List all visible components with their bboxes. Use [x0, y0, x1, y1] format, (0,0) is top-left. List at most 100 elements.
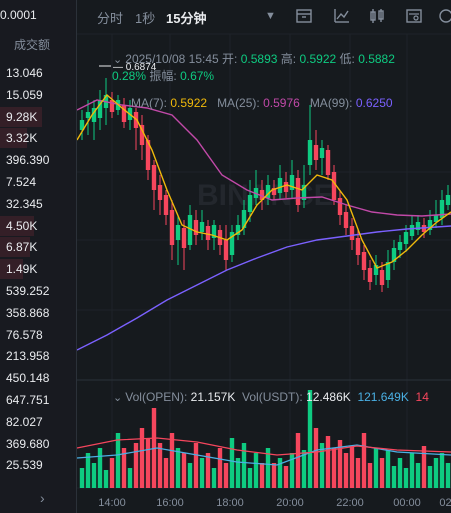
candle-body	[241, 210, 247, 228]
tab-time-sharing[interactable]: 分时	[97, 11, 124, 26]
candle-body	[109, 100, 115, 112]
candlestick-chart[interactable]: BINANCE — 0.6874 14:00 16:00 18:00 20:00 22:00…	[77, 0, 451, 513]
amount-value: 396.390	[6, 153, 50, 168]
amount-value: 15.059	[6, 87, 43, 102]
amount-depth-bar	[0, 259, 23, 280]
kline-chart-area[interactable]: 分时 1秒 15分钟 ▼ BINANCE — 0.6874 14:00 1	[77, 0, 451, 513]
candle-body	[187, 215, 193, 245]
volume-bar	[187, 463, 193, 488]
amount-row: 539.252	[0, 280, 76, 302]
volume-bar	[259, 463, 265, 488]
volume-bar	[427, 466, 433, 488]
vol-ma-line-red	[77, 437, 451, 456]
volume-bar	[157, 443, 163, 488]
candle-body	[415, 222, 421, 230]
volume-bar	[127, 468, 133, 488]
volume-bar	[223, 463, 229, 488]
volume-bar	[403, 468, 409, 488]
volume-bar	[295, 433, 301, 488]
amount-row: 7.524	[0, 171, 76, 193]
candle-body	[391, 248, 397, 262]
volume-bar	[439, 453, 445, 488]
amount-depth-bar	[0, 106, 42, 127]
volume-bar	[103, 470, 109, 488]
kline-amplitude: 0.67%	[180, 69, 215, 83]
kline-low: 0.5882	[358, 52, 395, 66]
amount-value: 539.252	[6, 284, 50, 298]
amount-row: 25.539	[0, 454, 76, 476]
candle-body	[331, 172, 337, 200]
chevron-right-icon[interactable]: ›	[40, 490, 45, 506]
kline-change: 0.28%	[112, 69, 147, 83]
amount-row: 32.345	[0, 193, 76, 215]
ma99-line	[77, 225, 451, 351]
settings-icon[interactable]	[405, 7, 423, 25]
amount-row: 13.046	[0, 62, 76, 84]
candle-body	[379, 270, 385, 285]
volume-bar	[247, 468, 253, 488]
ma7-line	[77, 93, 451, 269]
candle-body	[439, 200, 445, 218]
x-axis-label: 00:00	[393, 497, 421, 509]
candle-body	[91, 108, 97, 122]
tab-1s[interactable]: 1秒	[135, 11, 156, 26]
volume-bar	[355, 458, 361, 488]
volume-bar	[217, 448, 223, 488]
volume-bar	[133, 443, 139, 488]
volume-bar	[121, 448, 127, 488]
amount-row: 6.87K	[0, 236, 76, 258]
amount-row: 396.390	[0, 149, 76, 171]
volume-bar	[169, 433, 175, 488]
volume-bar	[253, 453, 259, 488]
x-axis-label: 02:	[439, 497, 451, 509]
collapse-icon[interactable]: ⌄	[113, 54, 126, 66]
amount-depth-bar	[0, 237, 31, 258]
x-axis-label: 18:00	[216, 497, 244, 509]
ma25-value: 0.5976	[263, 96, 300, 110]
volume-bar	[241, 443, 247, 488]
candle-body	[385, 262, 391, 280]
amount-value: 9.28K	[6, 109, 38, 124]
volume-bar	[271, 463, 277, 488]
line-chart-icon[interactable]	[333, 7, 351, 25]
candle-body	[157, 185, 163, 200]
volume-bar	[397, 458, 403, 488]
max-marker-label: — 0.6874	[113, 62, 157, 73]
candle-body	[427, 220, 433, 230]
caret-down-icon[interactable]: ▼	[265, 10, 276, 22]
candle-body	[409, 225, 415, 236]
vol-usdt-value: 12.486K	[306, 390, 351, 404]
volume-bar	[175, 448, 181, 488]
candle-body	[121, 105, 127, 122]
candle-body	[193, 220, 199, 235]
amount-row: 15.059	[0, 84, 76, 106]
volume-bar	[445, 463, 451, 488]
candle-icon[interactable]	[368, 7, 386, 25]
candle-body	[199, 222, 205, 232]
volume-bar	[235, 458, 241, 488]
volume-bar	[313, 428, 319, 488]
volume-bar	[421, 446, 427, 488]
amount-value: 82.027	[6, 414, 43, 429]
price-precision-value[interactable]: 0.0001	[0, 8, 37, 22]
volume-bar	[349, 446, 355, 488]
candle-body	[265, 185, 271, 198]
volume-bar	[163, 458, 169, 488]
amount-row: 358.868	[0, 302, 76, 324]
ma7-value: 0.5922	[170, 96, 208, 110]
amount-value: 6.87K	[6, 240, 38, 255]
calendar-icon[interactable]	[295, 7, 313, 25]
amount-value: 7.524	[6, 175, 37, 189]
candle-body	[97, 100, 103, 118]
collapse-volume-icon[interactable]: ⌄	[113, 392, 126, 404]
kline-high: 0.5922	[299, 52, 337, 66]
candle-body	[277, 178, 283, 193]
volume-bar	[415, 463, 421, 488]
amount-row: 3.32K	[0, 127, 76, 149]
kline-datetime: 2025/10/08 15:45	[125, 52, 219, 66]
amount-value: 1.49K	[6, 262, 38, 277]
tab-15m[interactable]: 15分钟	[166, 11, 207, 26]
amount-value: 450.148	[6, 371, 50, 386]
more-icon[interactable]	[437, 7, 451, 25]
candle-body	[205, 226, 211, 240]
